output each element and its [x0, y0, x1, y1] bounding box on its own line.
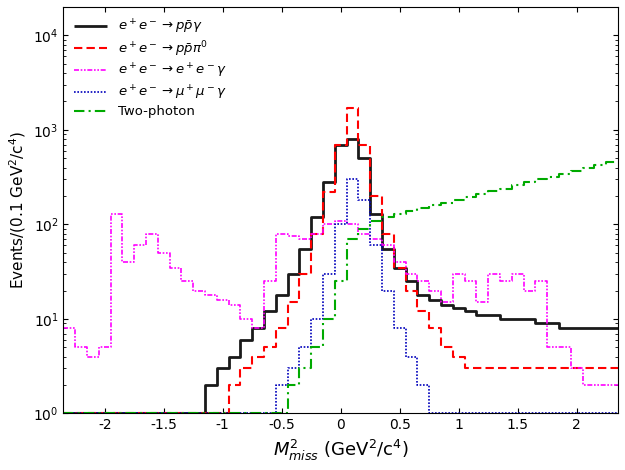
- $e^+e^- \rightarrow p\bar{p}\pi^0$: [272, 325, 279, 331]
- Two-photon: [390, 211, 398, 217]
- Two-photon: [614, 159, 622, 164]
- Line: $e^+e^- \rightarrow e^+e^-\gamma$: $e^+e^- \rightarrow e^+e^-\gamma$: [63, 214, 618, 385]
- $e^+e^- \rightarrow \mu^+\mu^-\gamma$: [154, 411, 162, 416]
- $e^+e^- \rightarrow p\bar{p}\gamma$: [343, 136, 351, 142]
- $e^+e^- \rightarrow e^+e^-\gamma$: [296, 236, 303, 242]
- $e^+e^- \rightarrow \mu^+\mu^-\gamma$: [296, 366, 303, 371]
- $e^+e^- \rightarrow p\bar{p}\pi^0$: [59, 411, 67, 416]
- $e^+e^- \rightarrow e^+e^-\gamma$: [579, 382, 586, 388]
- $e^+e^- \rightarrow p\bar{p}\gamma$: [154, 411, 162, 416]
- Two-photon: [59, 411, 67, 416]
- $e^+e^- \rightarrow \mu^+\mu^-\gamma$: [343, 177, 351, 182]
- $e^+e^- \rightarrow p\bar{p}\gamma$: [272, 292, 279, 298]
- $e^+e^- \rightarrow e^+e^-\gamma$: [402, 259, 409, 265]
- $e^+e^- \rightarrow p\bar{p}\pi^0$: [614, 366, 622, 371]
- $e^+e^- \rightarrow p\bar{p}\gamma$: [296, 271, 303, 277]
- $e^+e^- \rightarrow e^+e^-\gamma$: [213, 292, 221, 298]
- $e^+e^- \rightarrow e^+e^-\gamma$: [484, 299, 492, 305]
- X-axis label: $M^2_{miss}$ (GeV$^2$/c$^4$): $M^2_{miss}$ (GeV$^2$/c$^4$): [273, 438, 409, 463]
- Two-photon: [296, 382, 303, 388]
- $e^+e^- \rightarrow \mu^+\mu^-\gamma$: [201, 411, 209, 416]
- $e^+e^- \rightarrow p\bar{p}\gamma$: [59, 411, 67, 416]
- Legend: $e^+e^- \rightarrow p\bar{p}\gamma$, $e^+e^- \rightarrow p\bar{p}\pi^0$, $e^+e^-: $e^+e^- \rightarrow p\bar{p}\gamma$, $e^…: [70, 14, 231, 122]
- $e^+e^- \rightarrow p\bar{p}\pi^0$: [402, 265, 409, 270]
- $e^+e^- \rightarrow p\bar{p}\gamma$: [402, 265, 409, 270]
- $e^+e^- \rightarrow p\bar{p}\pi^0$: [201, 411, 209, 416]
- $e^+e^- \rightarrow p\bar{p}\pi^0$: [154, 411, 162, 416]
- $e^+e^- \rightarrow \mu^+\mu^-\gamma$: [614, 411, 622, 416]
- $e^+e^- \rightarrow \mu^+\mu^-\gamma$: [402, 325, 409, 331]
- Two-photon: [472, 191, 480, 197]
- $e^+e^- \rightarrow p\bar{p}\gamma$: [614, 325, 622, 331]
- Two-photon: [272, 411, 279, 416]
- $e^+e^- \rightarrow p\bar{p}\gamma$: [484, 312, 492, 318]
- Two-photon: [154, 411, 162, 416]
- Line: $e^+e^- \rightarrow p\bar{p}\gamma$: $e^+e^- \rightarrow p\bar{p}\gamma$: [63, 139, 618, 414]
- Line: $e^+e^- \rightarrow p\bar{p}\pi^0$: $e^+e^- \rightarrow p\bar{p}\pi^0$: [63, 108, 618, 414]
- $e^+e^- \rightarrow e^+e^-\gamma$: [614, 382, 622, 388]
- $e^+e^- \rightarrow e^+e^-\gamma$: [284, 231, 291, 236]
- $e^+e^- \rightarrow p\bar{p}\gamma$: [201, 382, 209, 388]
- Line: Two-photon: Two-photon: [63, 162, 618, 414]
- Two-photon: [602, 159, 610, 164]
- $e^+e^- \rightarrow e^+e^-\gamma$: [59, 325, 67, 331]
- $e^+e^- \rightarrow p\bar{p}\pi^0$: [484, 366, 492, 371]
- $e^+e^- \rightarrow \mu^+\mu^-\gamma$: [272, 382, 279, 388]
- Two-photon: [201, 411, 209, 416]
- Y-axis label: Events/(0.1 GeV$^2$/c$^4$): Events/(0.1 GeV$^2$/c$^4$): [7, 131, 28, 290]
- $e^+e^- \rightarrow \mu^+\mu^-\gamma$: [484, 411, 492, 416]
- Line: $e^+e^- \rightarrow \mu^+\mu^-\gamma$: $e^+e^- \rightarrow \mu^+\mu^-\gamma$: [63, 180, 618, 414]
- $e^+e^- \rightarrow p\bar{p}\pi^0$: [296, 299, 303, 305]
- $e^+e^- \rightarrow p\bar{p}\pi^0$: [343, 105, 351, 111]
- $e^+e^- \rightarrow e^+e^-\gamma$: [166, 250, 173, 256]
- $e^+e^- \rightarrow \mu^+\mu^-\gamma$: [59, 411, 67, 416]
- $e^+e^- \rightarrow e^+e^-\gamma$: [107, 211, 114, 217]
